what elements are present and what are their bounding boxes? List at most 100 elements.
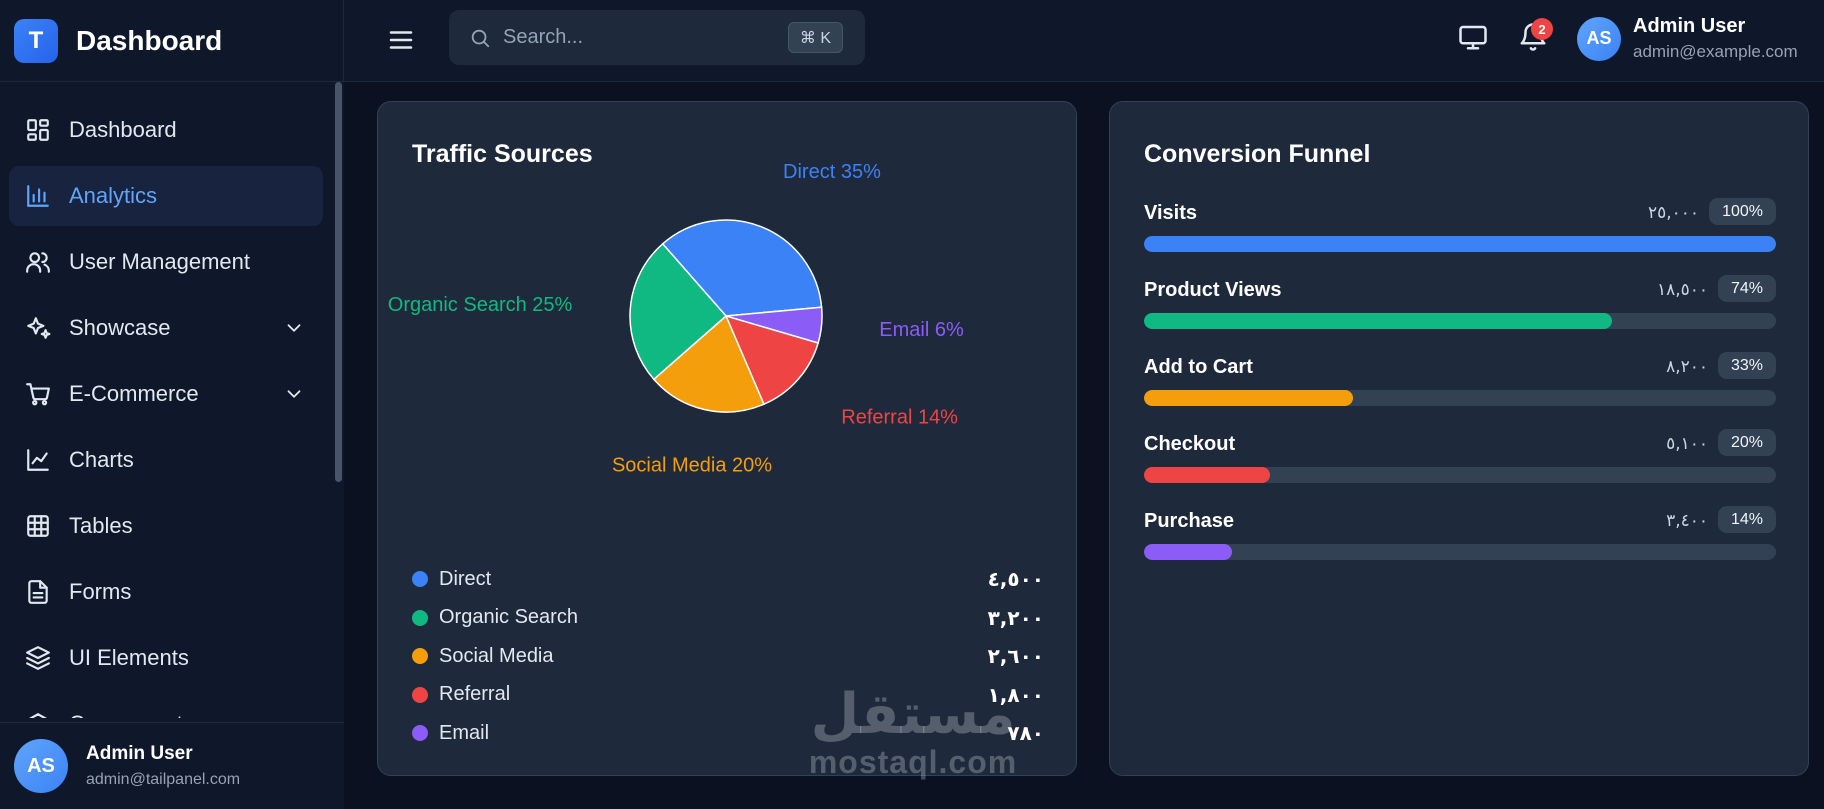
pie-label: Direct 35% — [783, 161, 881, 183]
sidebar-item-showcase[interactable]: Showcase — [9, 298, 323, 358]
legend-label: Email — [439, 721, 490, 744]
funnel-progress-track — [1144, 544, 1776, 560]
layers-icon — [26, 646, 50, 670]
sidebar-item-label: Forms — [69, 579, 132, 604]
sidebar-user-name: Admin User — [86, 743, 193, 764]
funnel-progress-fill — [1144, 390, 1353, 406]
legend-dot — [412, 648, 428, 665]
pie-slice-referral[interactable] — [724, 314, 820, 406]
sidebar-item-forms[interactable]: Forms — [9, 562, 323, 622]
sidebar-item-label: Tables — [69, 513, 133, 538]
sidebar-item-label: Dashboard — [69, 117, 177, 142]
sidebar-item-dashboard[interactable]: Dashboard — [9, 100, 323, 160]
traffic-sources-title: Traffic Sources — [412, 140, 593, 168]
funnel-step-label: Visits — [1144, 202, 1197, 224]
legend-value: ٧٨٠ — [1007, 721, 1044, 746]
funnel-progress-track — [1144, 467, 1776, 483]
sidebar-item-components[interactable]: Components — [9, 694, 323, 718]
funnel-progress-fill — [1144, 236, 1776, 252]
legend-item[interactable]: Social Media ٢,٦٠٠ — [412, 637, 1044, 676]
search-shortcut-badge: ⌘ K — [787, 22, 843, 53]
conversion-funnel-title: Conversion Funnel — [1144, 140, 1371, 168]
sidebar-item-ui-elements[interactable]: UI Elements — [9, 628, 323, 688]
chevron-down-icon[interactable] — [283, 317, 305, 339]
pie-label: Referral 14% — [841, 406, 958, 428]
funnel-progress-track — [1144, 236, 1776, 252]
header-user-name: Admin User — [1633, 15, 1746, 37]
users-icon — [26, 252, 50, 273]
legend-value: ٢,٦٠٠ — [987, 644, 1044, 669]
top-header: ⌘ K 2 AS Admin User admin@example.com — [344, 0, 1824, 82]
legend-value: ٣,٢٠٠ — [987, 605, 1044, 630]
funnel-step-count: ٥,١٠٠ — [1666, 434, 1708, 454]
conversion-funnel-card: Conversion Funnel Visits ٢٥,٠٠٠ 100% Produc… — [1109, 101, 1809, 776]
pie-svg: Direct 35% Email 6% Referral 14% Social Med… — [388, 161, 964, 476]
legend-label: Organic Search — [439, 606, 578, 629]
sidebar: T Dashboard Dashboard Analytics User Manag… — [0, 0, 344, 809]
search-icon — [471, 29, 490, 47]
table-icon — [27, 515, 49, 537]
legend-dot — [412, 725, 428, 742]
search-bar[interactable]: ⌘ K — [449, 10, 865, 65]
sidebar-item-tables[interactable]: Tables — [9, 496, 323, 556]
funnel-progress-track — [1144, 313, 1776, 329]
legend-item[interactable]: Organic Search ٣,٢٠٠ — [412, 599, 1044, 638]
monitor-icon[interactable] — [1458, 22, 1488, 52]
legend-label: Direct — [439, 567, 492, 590]
sidebar-user-profile[interactable]: AS Admin User admin@tailpanel.com — [0, 722, 344, 809]
legend-label: Social Media — [439, 644, 554, 667]
funnel-step-label: Add to Cart — [1144, 356, 1253, 378]
sidebar-item-label: User Management — [69, 249, 250, 274]
pie-label: Email 6% — [879, 319, 964, 341]
funnel-step-count: ٣,٤٠٠ — [1666, 511, 1708, 531]
funnel-step: Purchase ٣,٤٠٠ 14% — [1144, 502, 1776, 579]
funnel-step-count: ٢٥,٠٠٠ — [1647, 203, 1699, 223]
legend-value: ١,٨٠٠ — [987, 682, 1044, 707]
sidebar-item-label: E-Commerce — [69, 381, 199, 406]
search-input[interactable] — [503, 26, 763, 49]
legend-item[interactable]: Email ٧٨٠ — [412, 714, 1044, 753]
sparkles-icon — [27, 317, 51, 339]
brand[interactable]: T Dashboard — [0, 0, 343, 82]
funnel-progress-fill — [1144, 467, 1271, 483]
pie-slice-social-media[interactable] — [652, 314, 765, 413]
traffic-pie-chart: Direct 35% Email 6% Referral 14% Social Med… — [378, 102, 1078, 582]
menu-icon[interactable] — [386, 25, 416, 55]
line-chart-icon — [27, 449, 49, 471]
sidebar-item-analytics[interactable]: Analytics — [9, 166, 323, 226]
sidebar-item-e-commerce[interactable]: E-Commerce — [9, 364, 323, 424]
legend-item[interactable]: Referral ١,٨٠٠ — [412, 676, 1044, 715]
avatar: AS — [14, 739, 68, 793]
funnel-step-label: Product Views — [1144, 279, 1282, 301]
header-user-email: admin@example.com — [1633, 42, 1798, 61]
sidebar-scrollbar-thumb[interactable] — [335, 82, 342, 482]
legend-value: ٤,٥٠٠ — [987, 567, 1044, 592]
legend-dot — [412, 609, 428, 626]
pie-label: Organic Search 25% — [388, 294, 573, 316]
sidebar-nav: Dashboard Analytics User Management Showcas… — [9, 100, 323, 718]
header-user-profile[interactable]: AS Admin User admin@example.com — [1577, 15, 1798, 62]
funnel-step-count: ١٨,٥٠٠ — [1656, 280, 1708, 300]
pie-slice-organic-search[interactable] — [629, 242, 728, 381]
sidebar-item-label: Charts — [69, 447, 134, 472]
file-icon — [28, 580, 48, 604]
pie-slice-direct[interactable] — [661, 219, 823, 317]
funnel-step-percent: 33% — [1717, 352, 1776, 379]
legend-dot — [412, 686, 428, 703]
sidebar-item-label: Components — [69, 711, 194, 718]
funnel-progress-fill — [1144, 544, 1233, 560]
funnel-step-label: Checkout — [1144, 433, 1236, 455]
sidebar-item-charts[interactable]: Charts — [9, 430, 323, 490]
funnel-step: Add to Cart ٨,٢٠٠ 33% — [1144, 348, 1776, 425]
sidebar-item-label: Analytics — [69, 183, 158, 208]
funnel-progress-fill — [1144, 313, 1612, 329]
chevron-down-icon[interactable] — [283, 383, 305, 405]
sidebar-scrollbar[interactable] — [333, 82, 344, 722]
legend-item[interactable]: Direct ٤,٥٠٠ — [412, 560, 1044, 599]
notification-badge: 2 — [1531, 18, 1553, 40]
legend-dot — [412, 571, 428, 588]
legend-label: Referral — [439, 683, 511, 706]
sidebar-item-user-management[interactable]: User Management — [9, 232, 323, 292]
brand-logo: T — [14, 18, 58, 63]
funnel-step-percent: 20% — [1717, 429, 1776, 456]
